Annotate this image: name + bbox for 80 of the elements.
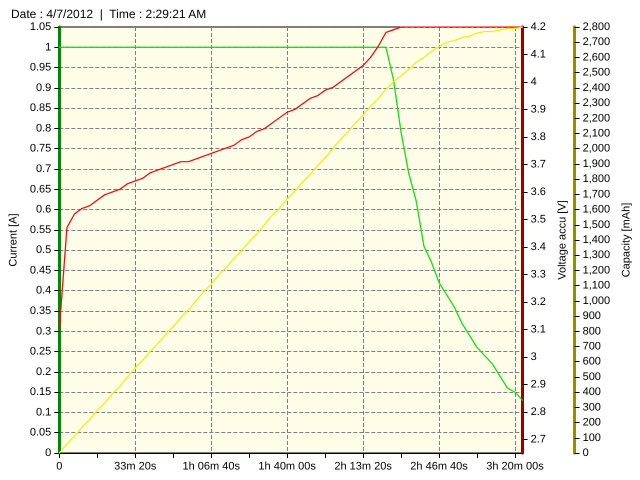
y2-tick-label: 3.2 bbox=[530, 296, 546, 308]
y3-tick-label: 200 bbox=[582, 416, 601, 429]
y2-tick-label: 3.5 bbox=[530, 213, 546, 226]
x-tick-label: 0 bbox=[56, 460, 62, 472]
y-tick-label: 0.2 bbox=[36, 366, 52, 378]
y3-tick-label: 100 bbox=[582, 432, 601, 444]
y-tick-label: 1 bbox=[45, 41, 52, 54]
y-tick-label: 1.05 bbox=[30, 21, 52, 33]
y-tick-label: 0.95 bbox=[30, 62, 52, 74]
y2-tick-label: 3.6 bbox=[530, 186, 546, 198]
y-tick-label: 0.1 bbox=[36, 406, 52, 418]
y3-tick-label: 2,800 bbox=[582, 21, 610, 33]
y3-tick-label: 1,400 bbox=[582, 234, 610, 246]
x-tick-label: 1h 40m 00s bbox=[258, 460, 316, 472]
y3-tick-label: 600 bbox=[582, 356, 601, 368]
y3-tick-label: 400 bbox=[582, 386, 601, 398]
line-series bbox=[58, 46, 524, 401]
y3-tick-label: 2,000 bbox=[582, 142, 610, 155]
y2-tick-label: 3.1 bbox=[530, 323, 546, 336]
y3-tick-label: 1,900 bbox=[582, 158, 610, 170]
x-tick-label: 2h 46m 40s bbox=[410, 460, 468, 472]
y2-tick-label: 4.2 bbox=[530, 21, 546, 33]
y3-tick-label: 1,100 bbox=[582, 280, 610, 292]
y3-tick-label: 1,800 bbox=[582, 173, 610, 186]
y2-tick-label: 3.7 bbox=[530, 158, 546, 170]
y-tick-label: 0.4 bbox=[36, 284, 52, 297]
y3-axis-title: Capacity [mAh] bbox=[620, 202, 632, 278]
y-tick-label: 0.3 bbox=[36, 325, 52, 338]
chart-title: Date : 4/7/2012 | Time : 2:29:21 AM bbox=[11, 7, 206, 21]
y-tick-label: 0 bbox=[45, 447, 52, 459]
y2-tick-label: 3.4 bbox=[530, 240, 546, 253]
y3-tick-label: 1,200 bbox=[582, 264, 610, 276]
y3-tick-label: 300 bbox=[582, 401, 601, 414]
y3-tick-label: 800 bbox=[582, 325, 601, 338]
y3-tick-label: 1,700 bbox=[582, 188, 610, 200]
y2-tick-label: 2.8 bbox=[530, 406, 546, 418]
y-tick-label: 0.9 bbox=[36, 82, 52, 94]
y3-tick-label: 1,500 bbox=[582, 218, 610, 231]
y2-tick-label: 3.8 bbox=[530, 130, 546, 143]
y3-tick-label: 1,600 bbox=[582, 204, 610, 216]
y3-tick-label: 2,600 bbox=[582, 51, 610, 64]
y3-tick-label: 2,700 bbox=[582, 36, 610, 48]
y-tick-label: 0.5 bbox=[36, 244, 52, 256]
y-tick-label: 0.45 bbox=[30, 264, 52, 276]
y2-tick-label: 4.1 bbox=[530, 48, 546, 60]
y-tick-label: 0.25 bbox=[30, 346, 52, 358]
y3-tick-label: 900 bbox=[582, 310, 601, 322]
y2-axis-title: Voltage accu [V] bbox=[556, 200, 568, 280]
y-tick-label: 0.6 bbox=[36, 204, 52, 216]
line-series bbox=[58, 26, 524, 330]
y3-tick-label: 2,500 bbox=[582, 66, 610, 79]
x-tick-label: 3h 20m 00s bbox=[486, 460, 544, 472]
y-axis-title: Current [A] bbox=[8, 213, 20, 267]
y3-tick-label: 2,300 bbox=[582, 97, 610, 110]
y-tick-label: 0.8 bbox=[36, 122, 52, 134]
y-tick-label: 0.05 bbox=[30, 426, 52, 439]
y3-tick-label: 2,400 bbox=[582, 82, 610, 94]
y-tick-label: 0.7 bbox=[36, 163, 52, 175]
y3-tick-label: 700 bbox=[582, 340, 601, 352]
y3-tick-label: 1,300 bbox=[582, 249, 610, 262]
y2-tick-label: 2.7 bbox=[530, 433, 546, 446]
y2-tick-label: 2.9 bbox=[530, 378, 546, 390]
y3-tick-label: 1,000 bbox=[582, 294, 610, 307]
y3-tick-label: 0 bbox=[582, 447, 589, 459]
y2-tick-label: 3.3 bbox=[530, 268, 546, 280]
x-tick-label: 33m 20s bbox=[114, 460, 157, 472]
y-tick-label: 0.65 bbox=[30, 183, 52, 196]
y2-tick-label: 4 bbox=[530, 76, 537, 88]
x-tick-label: 2h 13m 20s bbox=[334, 460, 392, 472]
y3-tick-label: 500 bbox=[582, 370, 601, 383]
y3-tick-label: 2,200 bbox=[582, 112, 610, 124]
y-tick-label: 0.85 bbox=[30, 102, 52, 114]
y-tick-label: 0.15 bbox=[30, 386, 52, 398]
y3-tick-label: 2,100 bbox=[582, 128, 610, 140]
y-tick-label: 0.55 bbox=[30, 224, 52, 236]
y-tick-label: 0.35 bbox=[30, 305, 52, 317]
y-tick-label: 0.75 bbox=[30, 142, 52, 155]
x-tick-label: 1h 06m 40s bbox=[182, 460, 240, 472]
y2-tick-label: 3 bbox=[530, 350, 537, 363]
y2-tick-label: 3.9 bbox=[530, 103, 546, 116]
